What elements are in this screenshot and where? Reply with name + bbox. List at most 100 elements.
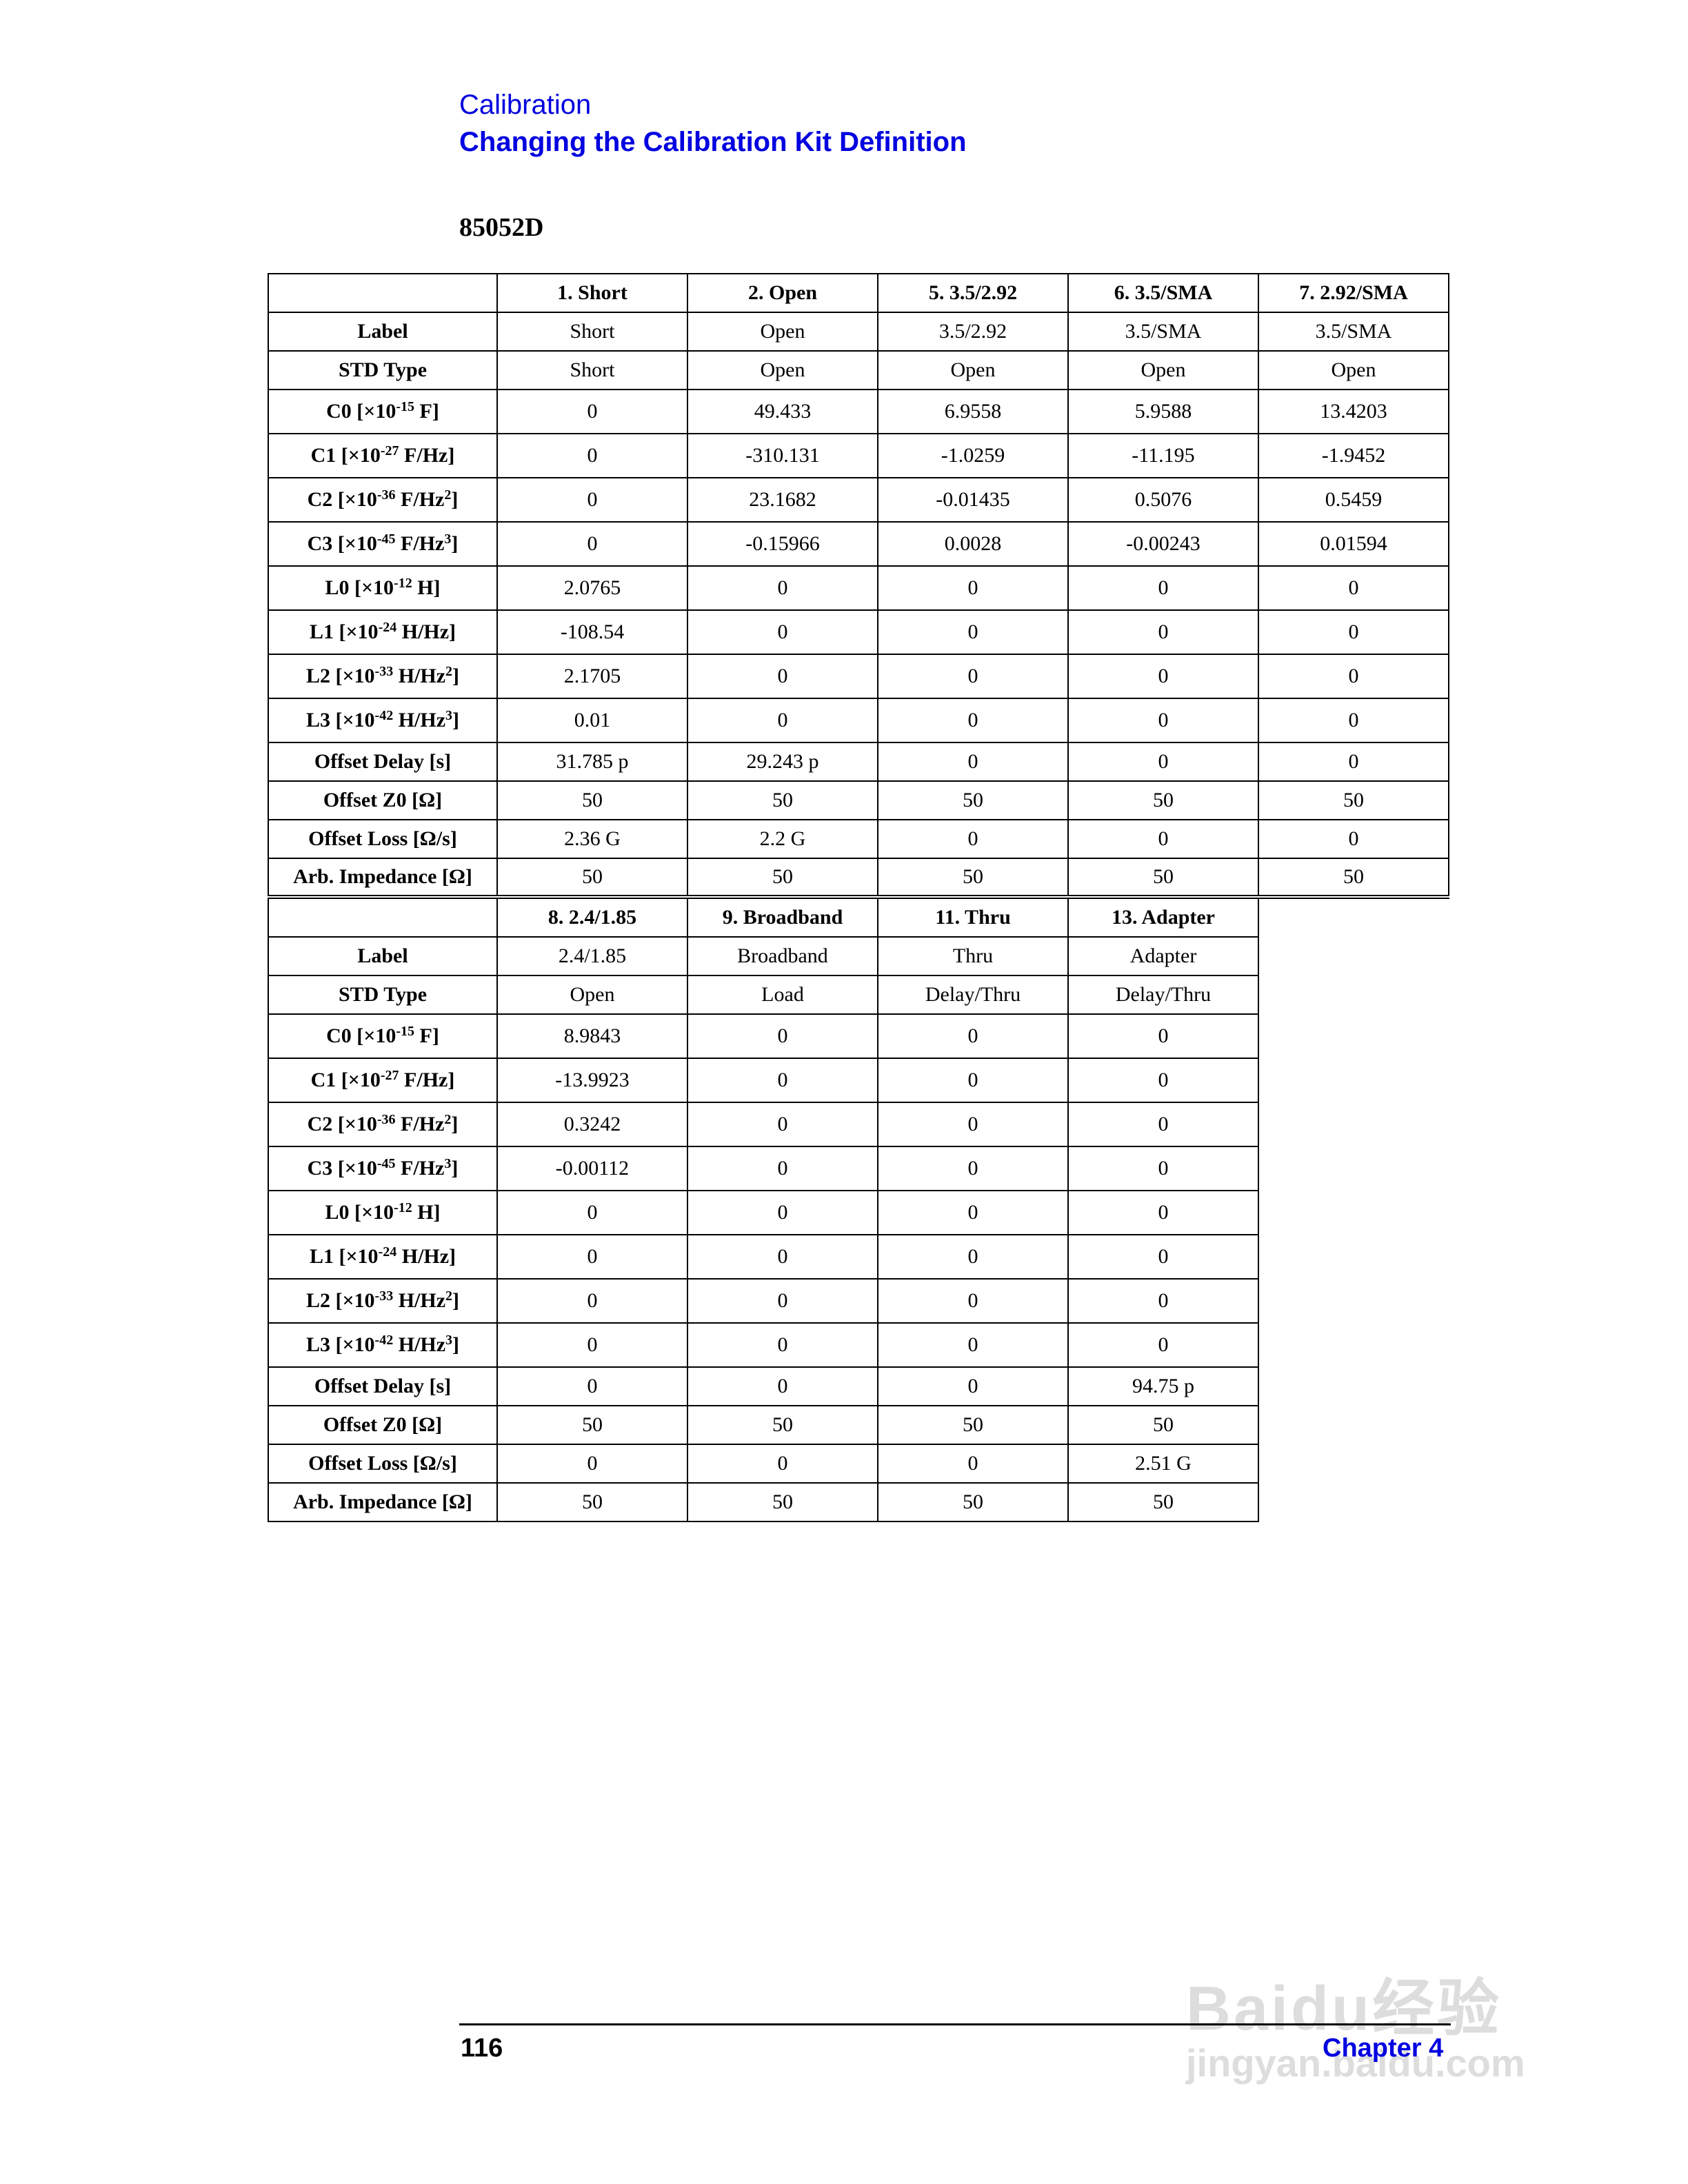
- row-label-exponent: -45: [376, 532, 396, 547]
- table-cell: 0: [1067, 1234, 1259, 1280]
- row-label-exponent: 2: [444, 487, 452, 503]
- row-label-text: H/Hz: [393, 1289, 446, 1312]
- row-label-exponent: -24: [378, 620, 397, 635]
- table-cell: 50: [1067, 1482, 1259, 1522]
- row-label: L3 [×10-42 H/Hz3]: [268, 1322, 498, 1368]
- row-label-exponent: -45: [376, 1156, 396, 1171]
- row-label-text: C2 [×10: [307, 1113, 377, 1135]
- table-row: Offset Z0 [Ω] 50 50 50 50: [268, 1405, 1259, 1445]
- table-cell: -1.0259: [877, 433, 1069, 478]
- row-label-exponent: -36: [376, 487, 396, 503]
- table-cell: 0: [877, 1444, 1069, 1484]
- table-cell: -0.00112: [496, 1146, 688, 1191]
- table-row: Offset Z0 [Ω] 50 50 50 50 50: [268, 780, 1449, 820]
- row-label-text: H]: [412, 576, 441, 599]
- row-label-exponent: 3: [444, 532, 452, 547]
- table-cell: 50: [496, 1482, 688, 1522]
- table-cell: 5.9588: [1067, 389, 1259, 434]
- table-cell: 0: [1258, 654, 1449, 699]
- table-row: L2 [×10-33 H/Hz2] 0 0 0 0: [268, 1278, 1259, 1324]
- table-cell: 0: [1067, 1013, 1259, 1059]
- row-label-exponent: -27: [380, 1068, 399, 1083]
- corner-cell: [268, 273, 498, 313]
- table-cell: Delay/Thru: [877, 975, 1069, 1015]
- row-label-exponent: -42: [374, 1333, 394, 1348]
- row-label-text: Offset Delay [s]: [314, 1375, 452, 1397]
- table-cell: Adapter: [1067, 936, 1259, 976]
- watermark-url: jingyan.baidu.com: [1186, 2041, 1525, 2085]
- kit-name: 85052D: [459, 213, 544, 242]
- table-cell: 0: [496, 1444, 688, 1484]
- table-row: L1 [×10-24 H/Hz] -108.54 0 0 0 0: [268, 609, 1449, 655]
- table-row: Arb. Impedance [Ω] 50 50 50 50 50: [268, 858, 1449, 898]
- chapter-link[interactable]: Chapter 4: [1323, 2034, 1444, 2063]
- row-label-text: H/Hz]: [396, 1245, 456, 1268]
- table-cell: 0: [496, 1190, 688, 1235]
- page-title: Changing the Calibration Kit Definition: [459, 127, 967, 157]
- table-cell: 0: [496, 1322, 688, 1368]
- row-label-text: Label: [357, 320, 408, 343]
- table-cell: 0: [877, 698, 1069, 743]
- table-row: L3 [×10-42 H/Hz3] 0 0 0 0: [268, 1322, 1259, 1368]
- table-cell: 50: [877, 1482, 1069, 1522]
- table-cell: 2.0765: [496, 565, 688, 611]
- table-cell: 0: [877, 609, 1069, 655]
- row-label-text: L3 [×10: [305, 709, 375, 731]
- row-label-exponent: 3: [445, 708, 453, 723]
- table-cell: 2.1705: [496, 654, 688, 699]
- table-cell: Open: [496, 975, 688, 1015]
- table-cell: 0: [687, 1146, 878, 1191]
- page-number: 116: [461, 2034, 503, 2063]
- row-label-text: ]: [451, 1113, 459, 1135]
- table-cell: 0: [1258, 609, 1449, 655]
- table-cell: 23.1682: [687, 477, 878, 523]
- column-header: 9. Broadband: [687, 898, 878, 938]
- row-label-exponent: -33: [374, 1288, 394, 1304]
- table-cell: 2.36 G: [496, 819, 688, 859]
- row-label-text: C0 [×10: [326, 400, 396, 423]
- row-label: Arb. Impedance [Ω]: [268, 858, 498, 898]
- table-cell: 29.243 p: [687, 742, 878, 782]
- row-label: L3 [×10-42 H/Hz3]: [268, 698, 498, 743]
- row-label-text: F]: [414, 400, 439, 423]
- table-cell: 0: [877, 1190, 1069, 1235]
- table-row: C0 [×10-15 F] 8.9843 0 0 0: [268, 1013, 1259, 1059]
- table-cell: 0: [1067, 609, 1259, 655]
- table-cell: 0.5076: [1067, 477, 1259, 523]
- table-cell: 2.51 G: [1067, 1444, 1259, 1484]
- table-cell: 0: [496, 477, 688, 523]
- row-label-exponent: -15: [396, 1024, 415, 1039]
- table-row: L0 [×10-12 H] 0 0 0 0: [268, 1190, 1259, 1235]
- row-label-text: ]: [452, 1289, 460, 1312]
- table-cell: 0: [877, 1058, 1069, 1103]
- table-cell: Load: [687, 975, 878, 1015]
- table-cell: 0: [687, 1444, 878, 1484]
- row-label: STD Type: [268, 350, 498, 390]
- row-label-text: STD Type: [338, 358, 428, 381]
- table-cell: -1.9452: [1258, 433, 1449, 478]
- table-cell: 0: [877, 1102, 1069, 1147]
- table-cell: 0: [496, 389, 688, 434]
- row-label-text: Offset Loss [Ω/s]: [308, 1452, 457, 1475]
- table-row: Label Short Open 3.5/2.92 3.5/SMA 3.5/SMA: [268, 312, 1449, 352]
- table-cell: 0: [877, 1322, 1069, 1368]
- table-cell: 0: [687, 565, 878, 611]
- column-header: 1. Short: [496, 273, 688, 313]
- row-label-text: C3 [×10: [307, 532, 377, 555]
- column-header: 6. 3.5/SMA: [1067, 273, 1259, 313]
- table-cell: 0: [496, 433, 688, 478]
- table-cell: 50: [877, 780, 1069, 820]
- table-cell: 50: [1067, 780, 1259, 820]
- table-cell: 0: [1067, 1190, 1259, 1235]
- table-cell: Thru: [877, 936, 1069, 976]
- table-cell: 50: [1258, 780, 1449, 820]
- table-row: C1 [×10-27 F/Hz] -13.9923 0 0 0: [268, 1058, 1259, 1103]
- table-cell: Open: [1258, 350, 1449, 390]
- row-label-text: F/Hz]: [399, 1069, 455, 1091]
- cal-kit-table-2: 8. 2.4/1.85 9. Broadband 11. Thru 13. Adapt…: [268, 898, 1259, 1522]
- table-cell: 0: [1067, 742, 1259, 782]
- table-cell: 8.9843: [496, 1013, 688, 1059]
- table-row: L3 [×10-42 H/Hz3] 0.01 0 0 0 0: [268, 698, 1449, 743]
- table-row: C0 [×10-15 F] 0 49.433 6.9558 5.9588 13.4203: [268, 389, 1449, 434]
- row-label-exponent: -42: [374, 708, 394, 723]
